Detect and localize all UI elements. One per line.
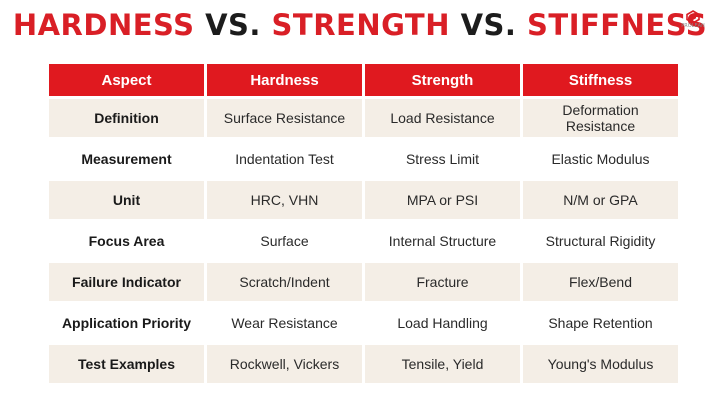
cell-hardness: Wear Resistance [207, 304, 362, 342]
header-hardness: Hardness [207, 64, 362, 96]
header-aspect: Aspect [49, 64, 204, 96]
cell-hardness: Surface [207, 222, 362, 260]
row-aspect: Test Examples [49, 345, 204, 383]
cell-hardness: Scratch/Indent [207, 263, 362, 301]
title-stiffness: STIFFNESS [527, 8, 708, 42]
cell-strength: Internal Structure [365, 222, 520, 260]
title-strength: STRENGTH [271, 8, 450, 42]
header-stiffness: Stiffness [523, 64, 678, 96]
table-row: Measurement Indentation Test Stress Limi… [49, 140, 678, 178]
cell-hardness: HRC, VHN [207, 181, 362, 219]
cell-strength: Tensile, Yield [365, 345, 520, 383]
table-row: Application Priority Wear Resistance Loa… [49, 304, 678, 342]
cell-hardness: Rockwell, Vickers [207, 345, 362, 383]
title-hardness: HARDNESS [12, 8, 195, 42]
table-header-row: Aspect Hardness Strength Stiffness [49, 64, 678, 96]
row-aspect: Measurement [49, 140, 204, 178]
cell-strength: MPA or PSI [365, 181, 520, 219]
header-strength: Strength [365, 64, 520, 96]
row-aspect: Unit [49, 181, 204, 219]
table-row: Failure Indicator Scratch/Indent Fractur… [49, 263, 678, 301]
cell-stiffness: Young's Modulus [523, 345, 678, 383]
table-row: Unit HRC, VHN MPA or PSI N/M or GPA [49, 181, 678, 219]
page-title: HARDNESS VS. STRENGTH VS. STIFFNESS [0, 8, 720, 42]
row-aspect: Definition [49, 99, 204, 137]
cell-hardness: Indentation Test [207, 140, 362, 178]
cell-strength: Fracture [365, 263, 520, 301]
table-row: Test Examples Rockwell, Vickers Tensile,… [49, 345, 678, 383]
row-aspect: Focus Area [49, 222, 204, 260]
logo-icon [686, 10, 700, 24]
comparison-table: Aspect Hardness Strength Stiffness Defin… [46, 61, 681, 386]
cell-strength: Load Handling [365, 304, 520, 342]
title-vs-1: VS. [194, 8, 272, 42]
cell-strength: Load Resistance [365, 99, 520, 137]
cell-stiffness: Flex/Bend [523, 263, 678, 301]
cell-stiffness: Elastic Modulus [523, 140, 678, 178]
brand-logo: PROLEAN [680, 10, 706, 36]
cell-strength: Stress Limit [365, 140, 520, 178]
row-aspect: Failure Indicator [49, 263, 204, 301]
table-row: Definition Surface Resistance Load Resis… [49, 99, 678, 137]
table-row: Focus Area Surface Internal Structure St… [49, 222, 678, 260]
cell-stiffness: Shape Retention [523, 304, 678, 342]
cell-stiffness: Structural Rigidity [523, 222, 678, 260]
cell-stiffness: N/M or GPA [523, 181, 678, 219]
cell-hardness: Surface Resistance [207, 99, 362, 137]
title-vs-2: VS. [449, 8, 528, 42]
row-aspect: Application Priority [49, 304, 204, 342]
logo-text: PROLEAN [681, 23, 705, 29]
cell-stiffness: Deformation Resistance [523, 99, 678, 137]
